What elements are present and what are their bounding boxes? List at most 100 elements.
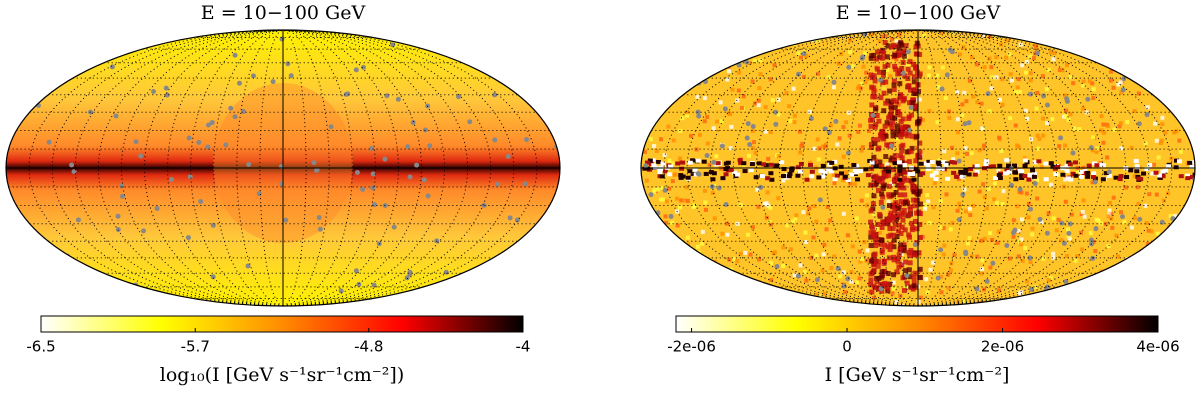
- speckle: [1088, 299, 1093, 304]
- plane: [952, 160, 958, 165]
- speckle: [727, 257, 732, 262]
- speckle: [1056, 217, 1061, 222]
- masked-source: [524, 136, 530, 142]
- speckle: [918, 295, 923, 300]
- speckle: [979, 101, 984, 106]
- speckle: [849, 270, 854, 275]
- speckle: [1059, 238, 1064, 243]
- speckle: [814, 253, 819, 258]
- masked-source: [974, 286, 980, 292]
- speckle: [719, 166, 724, 171]
- speckle: [1188, 197, 1193, 202]
- speckle: [1082, 291, 1087, 296]
- plane: [680, 174, 686, 179]
- speckle: [895, 136, 900, 141]
- lobe: [916, 118, 922, 124]
- speckle: [752, 58, 757, 63]
- speckle: [1160, 115, 1165, 120]
- lobe: [906, 267, 912, 273]
- lobe: [904, 280, 910, 286]
- speckle: [1045, 30, 1050, 35]
- speckle: [958, 52, 963, 57]
- speckle: [1187, 81, 1192, 86]
- plane: [974, 169, 980, 174]
- masked-source: [1138, 56, 1144, 62]
- speckle: [950, 145, 955, 150]
- speckle: [915, 145, 920, 150]
- speckle: [643, 39, 648, 44]
- plane: [1144, 167, 1150, 172]
- speckle: [1115, 277, 1120, 282]
- speckle: [1060, 68, 1065, 73]
- speckle: [1022, 156, 1027, 161]
- plane: [809, 174, 815, 179]
- masked-source: [963, 251, 969, 257]
- masked-source: [507, 215, 513, 221]
- speckle: [1173, 284, 1178, 289]
- plane: [853, 164, 859, 169]
- masked-source: [498, 37, 504, 43]
- masked-source: [536, 248, 542, 254]
- speckle: [859, 81, 864, 86]
- speckle: [776, 196, 781, 201]
- masked-source: [223, 142, 229, 148]
- lobe: [896, 222, 902, 228]
- speckle: [816, 38, 821, 43]
- masked-source: [370, 171, 376, 177]
- speckle: [1158, 140, 1163, 145]
- masked-source: [164, 92, 170, 98]
- graticule: [282, 30, 492, 306]
- plane: [967, 167, 973, 172]
- plane: [839, 171, 845, 176]
- map-outline: [640, 29, 1196, 307]
- speckle: [1154, 35, 1159, 40]
- speckle: [1080, 209, 1085, 214]
- speckle: [888, 74, 893, 79]
- lobe: [905, 66, 911, 72]
- speckle: [1095, 44, 1100, 49]
- plane: [710, 177, 716, 182]
- speckle: [1025, 116, 1030, 121]
- masked-source: [1012, 227, 1018, 233]
- speckle: [1154, 138, 1159, 143]
- speckle: [1156, 155, 1161, 160]
- lobe: [907, 234, 913, 240]
- speckle: [937, 158, 942, 163]
- speckle: [975, 100, 980, 105]
- speckle: [1087, 299, 1092, 304]
- plane: [939, 166, 945, 171]
- masked-source: [719, 143, 725, 149]
- speckle: [705, 141, 710, 146]
- speckle: [961, 299, 966, 304]
- speckle: [801, 31, 806, 36]
- plane: [675, 161, 681, 166]
- speckle: [957, 205, 962, 210]
- speckle: [963, 146, 968, 151]
- plane: [1019, 172, 1025, 177]
- lobe: [873, 56, 879, 62]
- lobe: [876, 69, 882, 75]
- masked-source: [430, 288, 436, 294]
- speckle: [1178, 72, 1183, 77]
- lobe: [880, 135, 886, 141]
- plane: [1118, 174, 1124, 179]
- speckle: [828, 218, 833, 223]
- plane: [1124, 175, 1130, 180]
- lobe: [897, 93, 903, 99]
- masked-source: [549, 301, 555, 306]
- speckle: [725, 77, 730, 82]
- speckle: [1033, 44, 1038, 49]
- masked-source: [151, 88, 157, 94]
- speckle: [763, 105, 768, 110]
- speckle: [936, 84, 941, 89]
- speckle: [864, 70, 869, 75]
- masked-source: [1093, 226, 1099, 232]
- speckle: [1172, 130, 1177, 135]
- speckle: [956, 176, 961, 181]
- speckle: [710, 44, 715, 49]
- lobe: [875, 221, 881, 227]
- speckle: [857, 249, 862, 254]
- speckle: [738, 251, 743, 256]
- speckle: [863, 80, 868, 85]
- speckle: [661, 260, 666, 265]
